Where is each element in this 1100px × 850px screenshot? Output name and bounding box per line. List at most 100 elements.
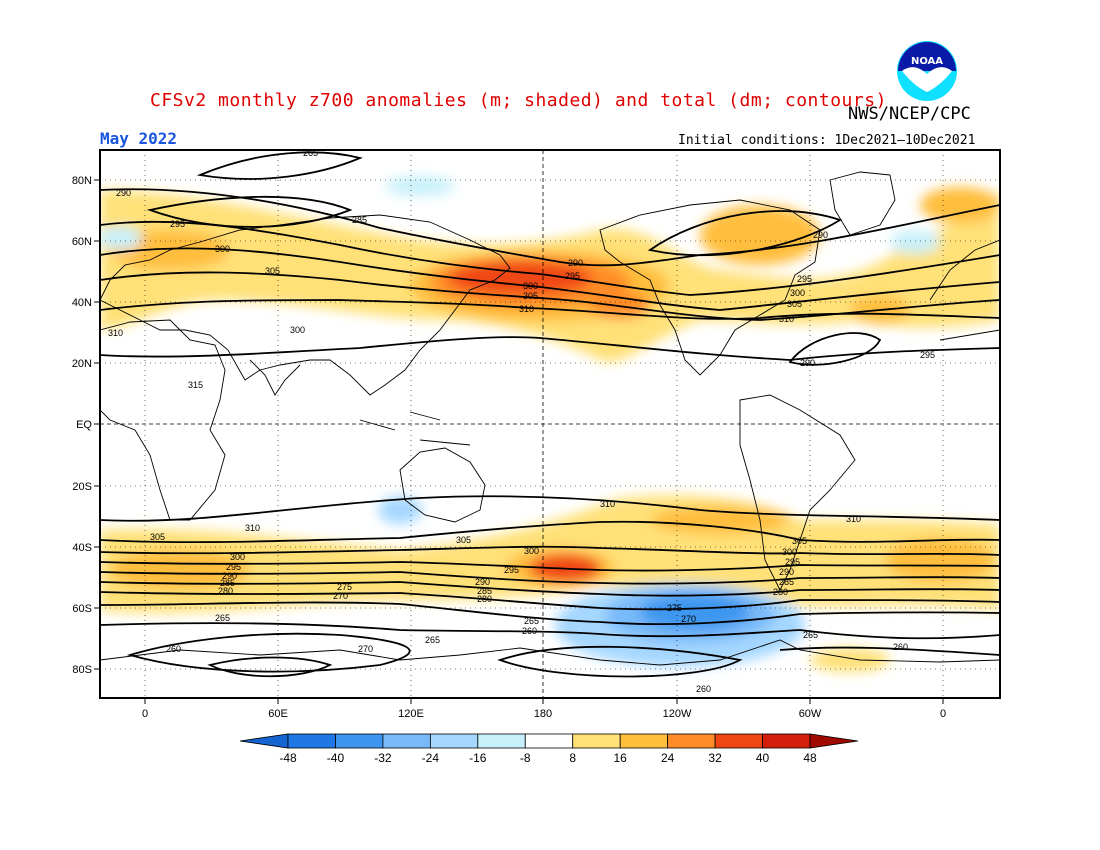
contour-label: 265 <box>425 635 440 645</box>
contour-label: 310 <box>846 514 861 524</box>
chart-title: CFSv2 monthly z700 anomalies (m; shaded)… <box>150 90 887 111</box>
contour-label: 275 <box>337 582 352 592</box>
lat-label: EQ <box>76 419 92 431</box>
colorbar-box <box>335 733 384 749</box>
colorbar-box <box>287 733 336 749</box>
contour-label: 295 <box>565 271 580 281</box>
contour-label: 270 <box>333 591 348 601</box>
axis-ticks <box>94 179 944 704</box>
contour-label: 260 <box>893 642 908 652</box>
noaa-logo-icon: NOAA <box>897 41 957 101</box>
contour-label: 300 <box>290 325 305 335</box>
lon-label: 60E <box>268 708 288 720</box>
contour-label: 310 <box>519 304 534 314</box>
contour-label: 305 <box>792 536 807 546</box>
contour-label: 260 <box>166 644 181 654</box>
colorbar-box <box>429 733 479 749</box>
lon-label: 180 <box>534 708 552 720</box>
colorbar-arrow-right <box>809 733 859 749</box>
colorbar-box <box>477 733 526 749</box>
coastlines <box>100 171 1000 666</box>
colorbar-label: 48 <box>803 751 817 765</box>
contour-label: 270 <box>358 644 373 654</box>
colorbar-box <box>667 733 716 749</box>
contour-label: 315 <box>188 380 203 390</box>
lat-label: 20S <box>72 481 92 493</box>
colorbar-arrow-left <box>239 733 289 749</box>
longitude-labels: 0 60E 120E 180 120W 60W 0 <box>142 708 946 720</box>
contour-label: 305 <box>265 266 280 276</box>
contour-label: 275 <box>667 603 682 613</box>
logo-text: NOAA <box>911 56 943 67</box>
lon-label: 120W <box>663 708 692 720</box>
contour-label: 295 <box>504 565 519 575</box>
colorbar-label: 32 <box>708 751 722 765</box>
colorbar-label: -48 <box>279 751 297 765</box>
contour-label: 310 <box>108 328 123 338</box>
colorbar-label: -8 <box>520 751 531 765</box>
colorbar-label: -32 <box>374 751 392 765</box>
contour-label: 280 <box>477 594 492 604</box>
colorbar-label: -16 <box>469 751 487 765</box>
initial-conditions: Initial conditions: 1Dec2021—10Dec2021 <box>678 133 976 148</box>
forecast-month: May 2022 <box>100 129 178 148</box>
contour-label: 265 <box>215 613 230 623</box>
contour-label: 265 <box>303 148 318 158</box>
lon-label: 60W <box>799 708 822 720</box>
contour-label: 280 <box>773 587 788 597</box>
lat-label: 80N <box>72 175 92 187</box>
colorbar-label: -24 <box>422 751 440 765</box>
lat-label: 20N <box>72 358 92 370</box>
contour-label: 290 <box>813 230 828 240</box>
height-contours <box>100 151 1000 678</box>
colorbar-label: 16 <box>614 751 628 765</box>
agency-label: NWS/NCEP/CPC <box>848 104 971 124</box>
lat-label: 40N <box>72 297 92 309</box>
contour-label: 295 <box>785 557 800 567</box>
contour-label: 300 <box>523 281 538 291</box>
colorbar-label: 40 <box>756 751 770 765</box>
contour-label: 300 <box>790 288 805 298</box>
contour-label: 290 <box>222 571 237 581</box>
contour-label: 285 <box>779 577 794 587</box>
contour-label: 300 <box>215 244 230 254</box>
graticule <box>100 150 1000 698</box>
contour-label: 310 <box>779 314 794 324</box>
lon-label: 120E <box>398 708 424 720</box>
colorbar-box <box>572 733 621 749</box>
colorbar <box>239 733 859 749</box>
contour-label: 265 <box>524 616 539 626</box>
colorbar-box <box>524 733 574 749</box>
latitude-labels: 80N 60N 40N 20N EQ 20S 40S 60S 80S <box>72 175 93 676</box>
lat-label: 60N <box>72 236 92 248</box>
contour-label: 300 <box>230 552 245 562</box>
contour-label: 290 <box>568 258 583 268</box>
contour-labels: 265 290 295 300 305 310 315 285 290 295 … <box>108 148 935 694</box>
contour-label: 305 <box>456 535 471 545</box>
contour-label: 290 <box>800 358 815 368</box>
contour-label: 290 <box>779 567 794 577</box>
colorbar-box <box>619 733 669 749</box>
lon-label: 0 <box>142 708 148 720</box>
lat-label: 40S <box>72 542 92 554</box>
contour-label: 285 <box>477 586 492 596</box>
lat-label: 80S <box>72 664 92 676</box>
contour-label: 270 <box>681 614 696 624</box>
contour-label: 260 <box>696 684 711 694</box>
reference-lines <box>100 150 1000 698</box>
contour-label: 310 <box>600 499 615 509</box>
colorbar-box <box>762 733 811 749</box>
contour-label: 285 <box>352 215 367 225</box>
contour-label: 305 <box>150 532 165 542</box>
lat-label: 60S <box>72 603 92 615</box>
colorbar-labels: -48 -40 -32 -24 -16 -8 8 16 24 32 40 48 <box>279 751 817 765</box>
contour-label: 280 <box>218 586 233 596</box>
contour-label: 295 <box>226 562 241 572</box>
colorbar-label: 8 <box>569 751 576 765</box>
colorbar-box <box>714 733 763 749</box>
contour-label: 295 <box>797 274 812 284</box>
contour-label: 295 <box>170 219 185 229</box>
contour-label: 290 <box>475 577 490 587</box>
contour-label: 305 <box>787 299 802 309</box>
